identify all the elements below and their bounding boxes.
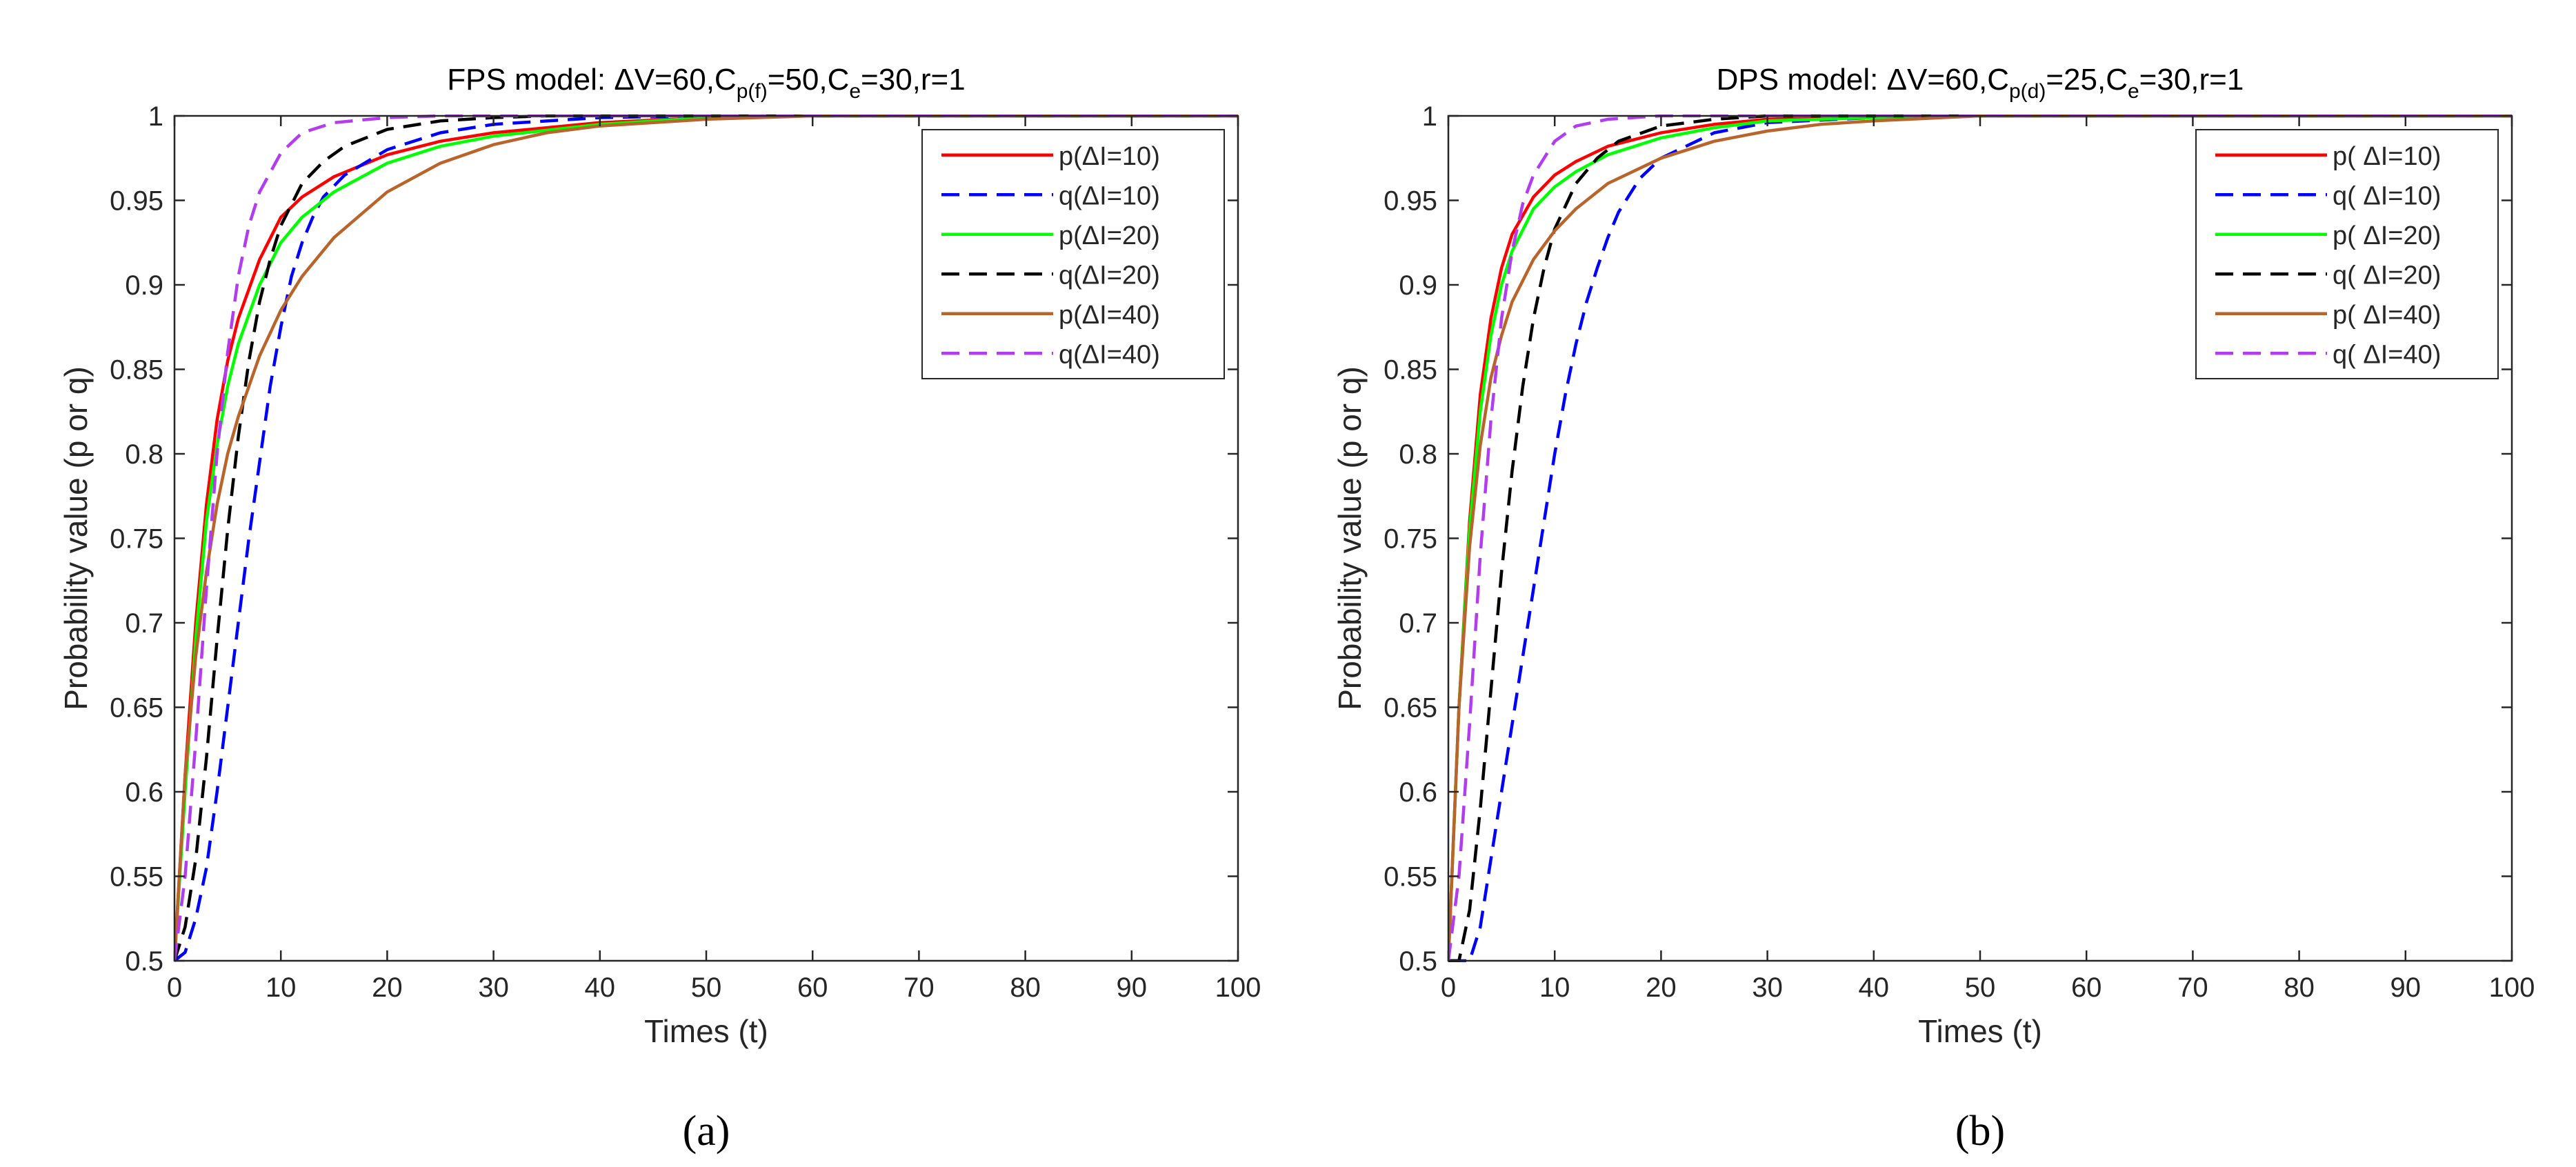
chart-title: FPS model: ΔV=60,Cp(f)=50,Ce=30,r=1: [447, 63, 965, 103]
y-tick-label: 0.5: [125, 946, 163, 977]
x-tick-label: 80: [1010, 972, 1041, 1003]
x-tick-label: 80: [2284, 972, 2315, 1003]
title-subscript: p(d): [2009, 80, 2046, 103]
series-line-5: [1448, 114, 2512, 961]
legend-label-1: p(ΔI=10): [1059, 142, 1160, 171]
title-part: =50,C: [768, 63, 850, 97]
panel-label: (a): [683, 1108, 730, 1155]
x-tick-label: 10: [1539, 972, 1570, 1003]
x-axis-label: Times (t): [1918, 1013, 2042, 1049]
y-tick-label: 0.75: [110, 524, 163, 555]
y-tick-label: 0.85: [1384, 355, 1437, 386]
y-tick-label: 0.7: [1399, 608, 1437, 639]
x-tick-label: 20: [1646, 972, 1677, 1003]
title-subscript: p(f): [737, 80, 768, 103]
legend-label-2: q( ΔI=10): [2333, 181, 2441, 210]
chart-panel-1: 0 10 20 30 40 50 60 70 80 90 100 0.5 0.55 0.6 0.65 0.7 0…: [58, 63, 1261, 1155]
title-part: =30,r=1: [2139, 63, 2244, 97]
legend-label-4: q( ΔI=20): [2333, 261, 2441, 290]
series-line-3: [174, 114, 1238, 961]
y-tick-label: 0.8: [1399, 439, 1437, 470]
series-line-6: [1448, 114, 2512, 961]
y-tick-label: 0.85: [110, 355, 163, 386]
x-tick-label: 20: [372, 972, 403, 1003]
chart-title: DPS model: ΔV=60,Cp(d)=25,Ce=30,r=1: [1717, 63, 2244, 103]
legend-box: [921, 129, 1225, 379]
y-tick-label: 0.9: [1399, 270, 1437, 301]
y-tick-label: 0.7: [125, 608, 163, 639]
x-tick-label: 30: [478, 972, 509, 1003]
x-tick-label: 60: [2071, 972, 2102, 1003]
title-part: =25,C: [2046, 63, 2128, 97]
x-tick-label: 40: [585, 972, 616, 1003]
chart-panel-2: 0 10 20 30 40 50 60 70 80 90 100 0.5 0.55 0.6 0.65 0.7 0…: [1332, 63, 2535, 1155]
legend-label-5: p(ΔI=40): [1059, 301, 1160, 330]
x-tick-label: 40: [1859, 972, 1890, 1003]
x-tick-label: 70: [2177, 972, 2208, 1003]
legend-label-6: q( ΔI=40): [2333, 340, 2441, 369]
y-tick-label: 1: [1422, 101, 1437, 132]
x-tick-label: 0: [1441, 972, 1456, 1003]
series-line-2: [1448, 114, 2512, 962]
series-line-6: [174, 114, 1238, 961]
y-axis-label: Probability value (p or q): [1332, 366, 1368, 710]
x-tick-label: 50: [691, 972, 722, 1003]
x-tick-label: 70: [903, 972, 935, 1003]
y-axis-label: Probability value (p or q): [58, 366, 94, 710]
x-tick-label: 100: [2489, 972, 2535, 1003]
title-part: FPS model: ΔV=60,C: [447, 63, 736, 97]
x-axis-label: Times (t): [644, 1013, 768, 1049]
y-tick-label: 1: [148, 101, 163, 132]
x-tick-label: 90: [2390, 972, 2422, 1003]
panel-label: (b): [1955, 1108, 2005, 1155]
x-tick-label: 90: [1117, 972, 1148, 1003]
legend-label-6: q(ΔI=40): [1059, 340, 1160, 369]
series-group: [174, 114, 1238, 962]
y-tick-label: 0.55: [1384, 862, 1437, 892]
legend-label-1: p( ΔI=10): [2333, 142, 2441, 171]
y-tick-label: 0.6: [125, 777, 163, 808]
series-line-3: [1448, 114, 2512, 961]
legend-label-2: q(ΔI=10): [1059, 181, 1160, 210]
x-tick-label: 50: [1965, 972, 1996, 1003]
x-tick-label: 0: [167, 972, 182, 1003]
title-part: DPS model: ΔV=60,C: [1717, 63, 2009, 97]
y-tick-label: 0.95: [1384, 186, 1437, 217]
legend-label-4: q(ΔI=20): [1059, 261, 1160, 290]
x-tick-label: 100: [1215, 972, 1261, 1003]
series-group: [1448, 114, 2512, 962]
y-tick-label: 0.8: [125, 439, 163, 470]
title-part: =30,r=1: [861, 63, 966, 97]
legend-label-3: p( ΔI=20): [2333, 221, 2441, 250]
y-tick-label: 0.5: [1399, 946, 1437, 977]
legend-box: [2195, 129, 2499, 379]
y-tick-label: 0.6: [1399, 777, 1437, 808]
y-tick-label: 0.75: [1384, 524, 1437, 555]
legend-label-3: p(ΔI=20): [1059, 221, 1160, 250]
y-tick-label: 0.55: [110, 862, 163, 892]
title-subscript: e: [849, 80, 861, 103]
x-tick-label: 10: [266, 972, 297, 1003]
x-tick-label: 30: [1752, 972, 1783, 1003]
legend: p(ΔI=10) q(ΔI=10) p(ΔI=20) q(ΔI=20) p(ΔI=40)…: [921, 129, 1225, 379]
legend: p( ΔI=10) q( ΔI=10) p( ΔI=20) q( ΔI=20) p( Δ…: [2195, 129, 2499, 379]
y-tick-label: 0.65: [1384, 693, 1437, 724]
series-line-4: [174, 114, 1238, 961]
y-tick-label: 0.95: [110, 186, 163, 217]
y-tick-label: 0.9: [125, 270, 163, 301]
x-tick-label: 60: [797, 972, 828, 1003]
legend-label-5: p( ΔI=40): [2333, 301, 2441, 330]
title-subscript: e: [2128, 80, 2139, 103]
y-tick-label: 0.65: [110, 693, 163, 724]
